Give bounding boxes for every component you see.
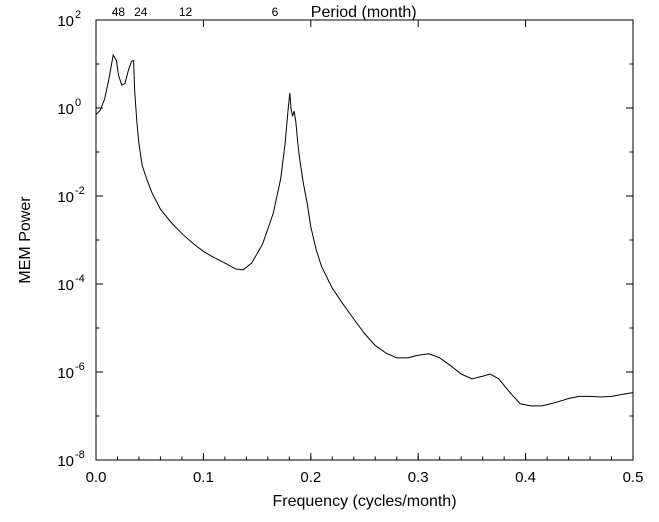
y-tick-label-exponent: 0 <box>75 97 81 109</box>
y-tick-label-exponent: -6 <box>75 361 85 373</box>
y-tick-label: 10 <box>57 277 74 294</box>
x-tick-label: 0.5 <box>623 469 644 486</box>
x-tick-label: 0.4 <box>515 469 536 486</box>
x-tick-label: 0.2 <box>300 469 321 486</box>
top-tick-label: 48 <box>112 5 126 19</box>
y-tick-label: 10 <box>57 101 74 118</box>
top-axis-label: Period (month) <box>311 4 417 21</box>
x-tick-label: 0.1 <box>193 469 214 486</box>
y-tick-label-exponent: -8 <box>75 449 85 461</box>
top-period-axis-ticks: 48 24 12 6 <box>112 5 279 19</box>
y-tick-label: 10 <box>57 13 74 30</box>
y-axis-label: MEM Power <box>17 196 34 284</box>
y-tick-label: 10 <box>57 453 74 470</box>
series-line-mem-power <box>95 53 634 407</box>
x-axis-label: Frequency (cycles/month) <box>272 493 456 510</box>
x-axis-ticks: 0.0 0.1 0.2 0.3 0.4 0.5 <box>86 20 644 486</box>
y-tick-label: 10 <box>57 189 74 206</box>
x-tick-label: 0.0 <box>86 469 107 486</box>
y-tick-label: 10 <box>57 365 74 382</box>
top-tick-label: 6 <box>272 5 279 19</box>
x-tick-label: 0.3 <box>408 469 429 486</box>
plot-area-frame <box>95 19 634 461</box>
top-tick-label: 24 <box>134 5 148 19</box>
y-tick-label-exponent: -4 <box>75 273 85 285</box>
y-tick-label-exponent: 2 <box>75 9 81 21</box>
top-tick-label: 12 <box>179 5 193 19</box>
y-tick-label-exponent: -2 <box>75 185 85 197</box>
